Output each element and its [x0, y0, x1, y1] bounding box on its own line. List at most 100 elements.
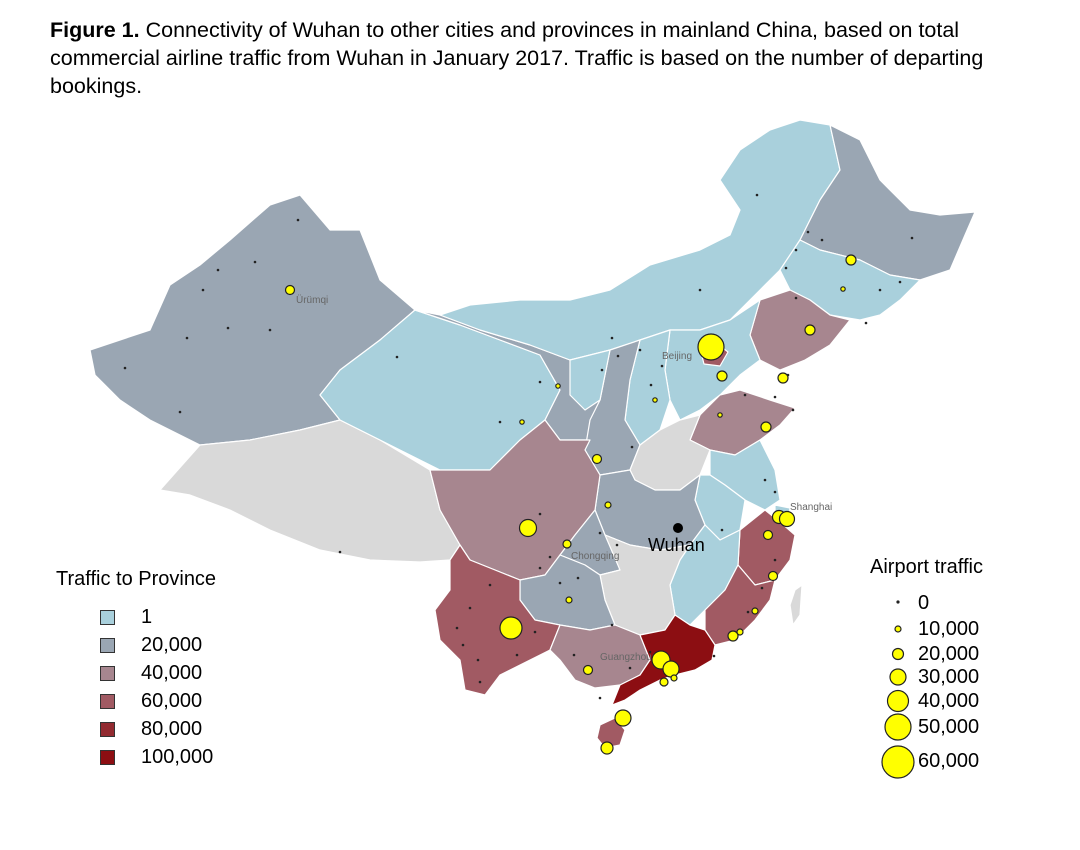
airport-dot — [760, 586, 764, 590]
airport-dot — [898, 280, 902, 284]
airport-circle — [716, 370, 728, 382]
airport-circle — [604, 501, 612, 509]
airport-dot — [600, 368, 604, 372]
airport-circle — [518, 518, 538, 538]
airport-dot — [864, 321, 868, 325]
airport-dot — [598, 531, 602, 535]
airport-circle — [751, 607, 759, 615]
airport-dot — [773, 558, 777, 562]
airport-legend-label: 0 — [918, 592, 930, 614]
airport-dot — [610, 336, 614, 340]
airport-circle — [582, 664, 594, 676]
airport-circle — [762, 529, 774, 541]
airport-dot — [910, 236, 914, 240]
airport-circle — [662, 660, 680, 678]
airport-dot — [498, 420, 502, 424]
province-fujian — [704, 564, 776, 646]
airport-circle — [840, 286, 846, 292]
province-yunnan — [434, 544, 561, 696]
airport-circle — [760, 421, 772, 433]
airport-dot — [268, 328, 272, 332]
airport-dot — [763, 478, 767, 482]
airport-dot — [476, 658, 480, 662]
city-label-urumqi: Ürümqi — [296, 294, 328, 306]
airport-circle — [767, 570, 779, 582]
airport-dot — [216, 268, 220, 272]
airport-dot — [461, 643, 465, 647]
airport-circle — [659, 677, 669, 687]
legend-label: 80,000 — [141, 718, 203, 740]
legend-circle-30000 — [889, 668, 907, 686]
province-legend-item: 100,000 — [100, 746, 213, 769]
airport-legend-symbols — [881, 600, 915, 779]
airport-dot — [533, 630, 537, 634]
figure-label: Figure 1. — [50, 18, 140, 42]
legend-swatch — [100, 750, 115, 765]
airport-dot — [820, 238, 824, 242]
airport-dot — [791, 408, 795, 412]
city-label-guangzhou: Guangzhou — [600, 652, 652, 663]
airport-circle — [652, 397, 658, 403]
airport-dot — [638, 348, 642, 352]
airport-dot — [178, 410, 182, 414]
legend-label: 100,000 — [141, 746, 214, 768]
airport-circle — [670, 674, 678, 682]
airport-dot — [123, 366, 127, 370]
airport-legend-label: 50,000 — [918, 716, 980, 738]
airport-circle — [555, 383, 561, 389]
airport-dot — [660, 364, 664, 368]
wuhan-marker — [673, 523, 683, 533]
airport-dot — [743, 393, 747, 397]
airport-circle — [778, 510, 796, 528]
airport-circle — [499, 616, 523, 640]
legend-label: 40,000 — [141, 662, 203, 684]
airport-dot — [296, 218, 300, 222]
legend-circle-20000 — [891, 647, 905, 661]
airport-circle — [562, 539, 572, 549]
city-label-beijing: Beijing — [662, 351, 692, 362]
airport-dot — [648, 650, 652, 654]
airport-dot — [598, 696, 602, 700]
airport-dot — [649, 383, 653, 387]
legend-swatch — [100, 638, 115, 653]
airport-dot — [538, 512, 542, 516]
legend-swatch — [100, 610, 115, 625]
legend-swatch — [100, 722, 115, 737]
airport-legend-label: 30,000 — [918, 666, 980, 688]
province-legend-item: 20,000 — [100, 634, 202, 657]
airport-legend-label: 40,000 — [918, 690, 980, 712]
province-legend-item: 60,000 — [100, 690, 202, 713]
legend-label: 20,000 — [141, 634, 203, 656]
city-label-shanghai: Shanghai — [790, 502, 832, 513]
airport-dot — [488, 583, 492, 587]
airport-circle — [565, 596, 573, 604]
legend-circle-50000 — [884, 713, 912, 741]
airport-circle — [519, 419, 525, 425]
legend-label: 1 — [141, 606, 153, 628]
airport-dot — [720, 528, 724, 532]
airport-dot — [698, 288, 702, 292]
airport-dot — [806, 230, 810, 234]
province-legend-title: Traffic to Province — [56, 568, 217, 590]
airport-circle — [804, 324, 816, 336]
airport-dot — [253, 260, 257, 264]
airport-circle — [697, 333, 725, 361]
airport-dot — [610, 623, 614, 627]
airport-dot — [576, 576, 580, 580]
airport-dot — [201, 288, 205, 292]
province-legend-item: 40,000 — [100, 662, 202, 685]
legend-circle-10000 — [894, 625, 902, 633]
airport-legend-label: 20,000 — [918, 643, 980, 665]
airport-dot — [185, 336, 189, 340]
airport-circle — [727, 630, 739, 642]
airport-dot — [712, 654, 716, 658]
airport-dot — [794, 296, 798, 300]
city-label-wuhan: Wuhan — [648, 535, 705, 555]
airport-circle — [284, 284, 296, 296]
airport-circle — [736, 628, 744, 636]
province-ningxia — [569, 349, 611, 411]
legend-circle-40000 — [886, 689, 910, 713]
airport-circle — [591, 453, 603, 465]
legend-swatch — [100, 666, 115, 681]
